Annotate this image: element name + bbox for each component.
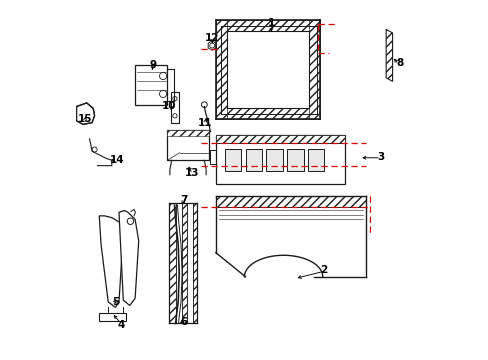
Polygon shape	[119, 211, 139, 306]
Bar	[215, 108, 319, 119]
Bar	[215, 21, 319, 31]
Text: 11: 11	[198, 118, 212, 128]
Text: 13: 13	[185, 168, 199, 178]
Bar	[167, 130, 208, 160]
Bar	[215, 196, 366, 207]
Polygon shape	[169, 203, 176, 323]
Text: 12: 12	[204, 33, 219, 43]
Bar	[224, 149, 241, 171]
Bar	[245, 149, 262, 171]
Polygon shape	[182, 203, 187, 323]
Text: 8: 8	[396, 58, 403, 68]
Bar	[215, 21, 226, 119]
Bar	[266, 149, 282, 171]
Polygon shape	[187, 203, 192, 323]
Polygon shape	[192, 203, 197, 323]
Bar	[167, 130, 208, 136]
Bar	[171, 92, 179, 123]
Text: 9: 9	[149, 60, 156, 70]
Text: 15: 15	[78, 114, 92, 124]
Text: 2: 2	[319, 265, 326, 275]
Text: 14: 14	[110, 155, 124, 165]
Polygon shape	[176, 203, 182, 323]
Bar	[99, 313, 126, 320]
Polygon shape	[99, 216, 122, 307]
Text: 3: 3	[376, 152, 384, 162]
Text: 6: 6	[180, 317, 187, 327]
Bar	[226, 31, 308, 108]
Bar	[215, 135, 344, 184]
Bar	[286, 149, 303, 171]
Text: 10: 10	[162, 102, 176, 112]
Text: 7: 7	[180, 195, 187, 205]
Bar	[135, 65, 167, 105]
Polygon shape	[208, 41, 216, 50]
Polygon shape	[386, 30, 392, 81]
Text: 4: 4	[117, 320, 124, 330]
Text: 1: 1	[267, 18, 274, 28]
Bar	[308, 21, 319, 119]
Text: 5: 5	[112, 297, 119, 307]
Bar	[307, 149, 324, 171]
Bar	[215, 135, 344, 143]
Polygon shape	[77, 103, 94, 125]
